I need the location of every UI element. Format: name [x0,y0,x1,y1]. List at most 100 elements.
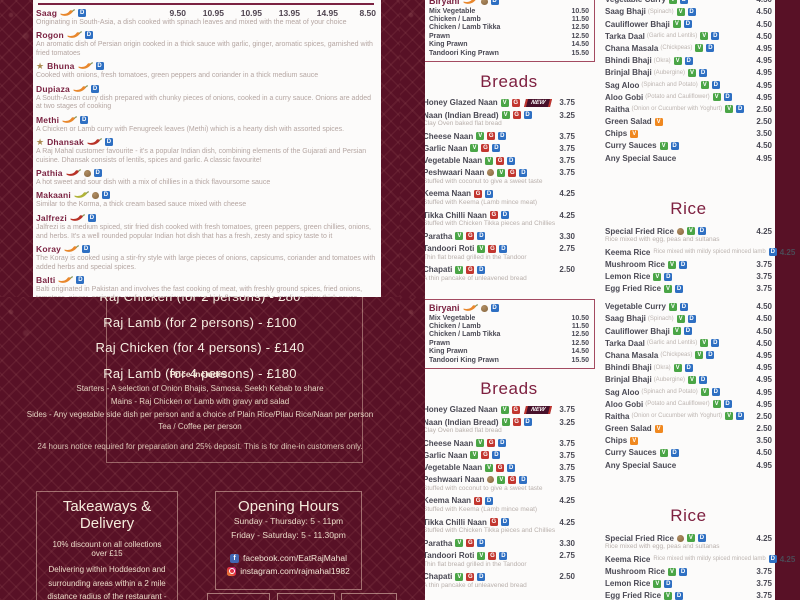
dish-description: Jalfrezi is a medium spiced, stir fried … [36,223,371,240]
vegetarian-badge: V [500,405,509,414]
gluten-badge: G [488,244,497,253]
item-description: A thin pancake of unleavened bread [423,581,527,589]
social-link[interactable]: instagram.com/rajmahal1982 [216,566,361,576]
menu-item-row: Sag Aloo (Spinach and Potato) V D 4.95 [605,81,772,90]
item-name: Lemon Rice [605,272,651,282]
menu-item-row: Egg Fried Rice V D 3.75 [605,591,772,600]
item-price: 4.50 [756,448,772,458]
gluten-badge: G [496,463,505,472]
item-price: 3.75 [756,579,772,589]
vegan-badge: V [654,424,663,433]
set-meal-line: Raj Lamb (for 4 persons) - £180 [103,365,297,381]
vegetarian-badge: V [725,105,734,114]
menu-item-row: Paratha V G D 3.30 [423,539,575,548]
biryani-item-price: 12.50 [571,339,589,347]
dish-name: Rogon [36,30,64,41]
dairy-badge: D [519,168,528,177]
item-name: Brinjal Bhaji [605,68,652,78]
item-description: Thin flat bread grilled in the Tandoor [423,253,527,261]
set-meal-line: Raj Chicken (for 4 persons) - £140 [95,340,305,355]
menu-column-left: Biryani D Mix Vegetable 10.50 Chicken / Lamb… [423,299,595,600]
biryani-item-name: Chicken / Lamb Tikka [429,24,501,32]
dish-name: Dupiaza [36,83,70,94]
item-subname: (Chickpeas) [660,45,693,52]
item-subname: (Spinach) [647,8,674,15]
dairy-badge: D [87,213,96,222]
price-includes-line: Mains - Raj Chicken or Lamb with gravy a… [110,396,290,406]
menu-item-row: Keema Naan G D 4.25 [423,496,575,505]
price-includes-line: Sides - Any vegetable side dish per pers… [26,409,374,419]
biryani-item-price: 11.50 [571,16,589,24]
item-name: Tandoori Roti [423,551,475,561]
price-includes-list: Starters - A selection of Onion Bhajis, … [0,383,400,434]
social-link[interactable]: f facebook.com/EatRajMahal [216,553,361,563]
item-name: Curry Sauces [605,448,657,458]
menu-column-left: Biryani D Mix Vegetable 10.50 Chicken / Lamb… [423,0,595,297]
vegetarian-badge: V [676,314,685,323]
menu-item-row: Brinjal Bhaji (Aubergine) V D 4.95 [605,375,772,384]
item-name: Keema Rice [605,247,651,257]
vegetarian-badge: V [501,111,510,120]
menu-item-row: Cauliflower Bhaji V D 4.50 [605,20,772,29]
item-price: 3.75 [559,438,575,448]
rice-heading: Rice [670,505,707,525]
takeaways-delivery-info: Delivering within Hoddesdon and surround… [47,565,167,600]
item-price: 3.75 [756,260,772,269]
dairy-badge: D [683,20,692,29]
item-price: 3.30 [559,231,575,241]
biryani-title-row: Biryani D [429,0,589,7]
menu-item-row: Special Fried Rice V D 4.25 [605,534,772,543]
social-links: f facebook.com/EatRajMahal instagram.com/r… [216,553,361,576]
menu-item-row: Vegetable Naan V G D 3.75 [423,463,575,472]
vegetarian-badge: V [497,475,506,484]
item-name: Chana Masala [605,43,659,53]
takeaways-title: Takeaways & Delivery [62,498,152,532]
menu-item-row: Aloo Gobi (Potato and Cauliflower) V D 4.95 [605,400,772,409]
vegetarian-badge: V [725,412,734,421]
menu-item-row: Garlic Naan V G D 3.75 [423,144,575,153]
gluten-badge: G [466,572,475,581]
item-price: 2.50 [756,117,772,127]
item-name: Tikka Chilli Naan [423,517,487,527]
biryani-item-price: 11.50 [571,323,589,331]
dairy-badge: D [687,7,696,16]
curry-dish-row: Methi D [36,115,376,125]
menu-item-row: Raitha (Onion or Cucumber with Yoghurt) V D… [605,412,772,421]
vegetarian-badge: V [455,539,464,548]
biryani-item-price: 10.50 [571,314,589,322]
menu-item-row: Any Special Sauce 4.95 [605,461,772,470]
curry-dish-row: Saag D 9.50 10.95 10.95 13.95 14.95 8.50 [36,8,376,18]
vegetarian-badge: V [664,591,673,600]
dish-description: A hot sweet and sour dish with a mix of … [36,179,271,187]
item-name: Keema Naan [423,189,472,199]
dairy-badge: D [485,189,494,198]
price-includes-line: Starters - A selection of Onion Bhajis, … [76,384,324,393]
chili-icon-orange [73,85,88,93]
item-price: 4.95 [756,56,772,66]
dairy-badge: D [679,0,688,4]
price-value: 10.95 [240,8,262,18]
item-price: 3.75 [559,156,575,166]
item-description: Stuffed with Chicken Tikka pieces and Ch… [423,527,556,535]
item-price: 2.50 [559,265,575,275]
chili-icon-orange [64,245,80,253]
item-price: 3.75 [559,475,575,485]
dairy-badge: D [768,555,777,564]
item-name: Peshwaari Naan [423,168,485,178]
chili-icon-orange [60,9,76,17]
set-meals-panel: Raj Chicken (for 2 persons) - £80 Raj Lam… [0,297,400,600]
item-subname: (Garlic and Lentils) [646,33,698,40]
item-price: 4.25 [779,247,796,257]
gluten-badge: G [474,189,483,198]
item-description: Stuffed with coconut to give a sweet tas… [423,484,543,492]
item-subname: (Okra) [653,364,671,371]
gluten-badge: G [488,551,497,560]
dairy-badge: D [768,248,777,257]
item-subname: (Aubergine) [653,69,686,76]
menu-page-paper: Biryani D Mix Vegetable 10.50 Chicken / Lamb… [417,297,795,600]
item-subname: (Aubergine) [653,376,686,383]
gluten-badge: G [466,232,475,241]
dish-name: Dhansak [47,137,84,148]
dairy-badge: D [523,418,532,427]
item-price: 4.95 [756,363,772,373]
